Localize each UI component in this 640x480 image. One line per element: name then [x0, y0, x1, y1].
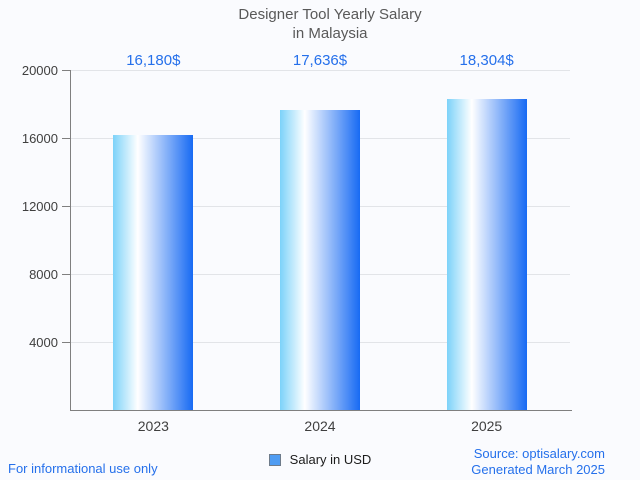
- x-axis-line: [70, 410, 572, 411]
- x-axis-label-2024: 2024: [304, 418, 336, 434]
- bar-2024: [280, 110, 360, 410]
- disclaimer-text: For informational use only: [8, 461, 158, 476]
- y-axis-line: [70, 70, 71, 410]
- chart-title: Designer Tool Yearly Salary in Malaysia: [70, 5, 590, 43]
- y-axis-label-20000: 20000: [21, 63, 58, 78]
- y-axis-label-16000: 16000: [21, 131, 58, 146]
- bar-2023: [113, 134, 194, 410]
- source-info: Source: optisalary.com Generated March 2…: [471, 446, 605, 478]
- x-axis-label-2023: 2023: [137, 418, 169, 434]
- x-axis-label-2025: 2025: [471, 418, 503, 434]
- y-axis-label-4000: 4000: [29, 335, 58, 350]
- value-label-2023: 16,180$: [126, 52, 181, 69]
- y-axis-tick-4000: [62, 342, 70, 343]
- bar-2025: [446, 98, 527, 410]
- value-label-2024: 17,636$: [292, 52, 348, 69]
- gridline-20000: [70, 70, 570, 71]
- y-axis-tick-8000: [62, 274, 70, 275]
- y-axis-tick-12000: [62, 206, 70, 207]
- source-link[interactable]: Source: optisalary.com: [473, 446, 605, 461]
- y-axis-tick-20000: [62, 70, 70, 71]
- legend-label: Salary in USD: [289, 452, 372, 467]
- y-axis-label-8000: 8000: [29, 267, 58, 282]
- chart-title-line1: Designer Tool Yearly Salary: [238, 6, 422, 23]
- generated-date: Generated March 2025: [471, 462, 605, 477]
- chart-title-line2: in Malaysia: [292, 25, 368, 42]
- value-label-2025: 18,304$: [459, 52, 514, 69]
- y-axis-label-12000: 12000: [21, 199, 58, 214]
- chart-legend: Salary in USD: [0, 452, 640, 467]
- legend-square-icon: [268, 453, 281, 466]
- y-axis-tick-16000: [62, 138, 70, 139]
